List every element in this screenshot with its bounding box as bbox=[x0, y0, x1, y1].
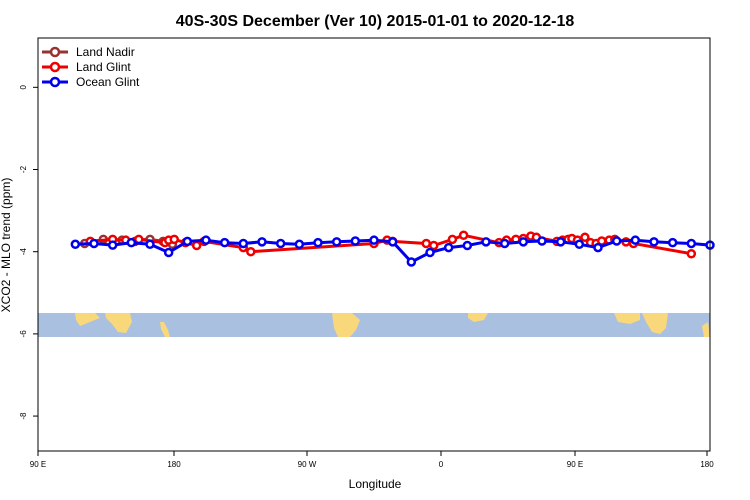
data-point bbox=[686, 238, 697, 249]
x-tick-label: 180 bbox=[167, 460, 181, 469]
y-tick-label: -2 bbox=[19, 165, 28, 173]
data-point bbox=[580, 232, 590, 243]
data-point bbox=[421, 238, 432, 249]
legend-label: Ocean Glint bbox=[76, 75, 140, 89]
data-point bbox=[593, 242, 603, 253]
y-tick-label: 0 bbox=[19, 85, 28, 90]
map-ocean bbox=[38, 313, 710, 337]
plot-frame bbox=[37, 37, 711, 452]
data-point bbox=[275, 238, 286, 249]
data-point bbox=[163, 247, 174, 258]
x-tick-label: 90 E bbox=[567, 460, 583, 469]
legend-label: Land Glint bbox=[76, 60, 131, 74]
data-point bbox=[481, 237, 491, 247]
data-point bbox=[169, 234, 180, 245]
data-point bbox=[369, 235, 379, 245]
legend-swatch-marker bbox=[49, 61, 61, 73]
data-point bbox=[145, 239, 155, 250]
data-point bbox=[458, 230, 469, 241]
map-land bbox=[332, 313, 360, 337]
data-point bbox=[350, 236, 361, 246]
x-tick-label: 90 E bbox=[30, 460, 46, 469]
data-point bbox=[447, 234, 458, 245]
data-point bbox=[425, 247, 435, 258]
x-axis-label: Longitude bbox=[349, 477, 402, 491]
data-point bbox=[630, 235, 641, 245]
map-land bbox=[614, 313, 640, 324]
data-point bbox=[70, 239, 81, 250]
legend-swatch-marker bbox=[49, 46, 61, 58]
data-point bbox=[201, 235, 211, 245]
data-point bbox=[107, 240, 118, 250]
map-land bbox=[160, 322, 170, 337]
data-point bbox=[537, 236, 547, 246]
x-axis: 90 E 180 90 W 0 90 E 180 bbox=[30, 451, 714, 469]
y-axis-label: XCO2 - MLO trend (ppm) bbox=[0, 178, 13, 313]
data-point bbox=[126, 237, 137, 248]
data-point bbox=[191, 240, 202, 251]
data-point bbox=[331, 237, 342, 247]
y-axis: 0 -2 -4 -6 -8 bbox=[19, 85, 38, 420]
data-point bbox=[89, 238, 99, 249]
map-strip bbox=[38, 313, 710, 337]
data-point bbox=[443, 242, 454, 253]
y-tick-label: -6 bbox=[19, 330, 28, 338]
data-point bbox=[499, 238, 510, 249]
map-land bbox=[702, 322, 710, 337]
series-layer bbox=[70, 230, 715, 267]
data-point bbox=[649, 237, 659, 247]
x-tick-label: 0 bbox=[439, 460, 444, 469]
y-tick-label: -8 bbox=[19, 412, 28, 420]
chart-title: 40S-30S December (Ver 10) 2015-01-01 to … bbox=[176, 13, 575, 30]
data-point bbox=[294, 239, 305, 250]
data-point bbox=[257, 237, 267, 247]
map-land bbox=[468, 313, 488, 322]
data-point bbox=[555, 237, 566, 247]
data-point bbox=[219, 237, 230, 248]
series-ocean-glint bbox=[70, 235, 715, 267]
data-point bbox=[686, 248, 697, 259]
x-tick-label: 90 W bbox=[298, 460, 317, 469]
y-tick-label: -4 bbox=[19, 248, 28, 256]
data-point bbox=[667, 237, 678, 248]
data-point bbox=[611, 236, 622, 246]
data-point bbox=[387, 237, 398, 247]
legend-label: Land Nadir bbox=[76, 45, 135, 59]
data-point bbox=[428, 240, 439, 251]
legend-swatch-marker bbox=[49, 76, 61, 88]
data-point bbox=[246, 246, 256, 257]
data-point bbox=[238, 238, 249, 249]
data-point bbox=[462, 240, 473, 251]
data-point bbox=[574, 239, 585, 250]
map-land bbox=[642, 313, 668, 334]
data-point bbox=[406, 257, 417, 267]
map-land bbox=[75, 313, 100, 326]
map-land bbox=[105, 313, 132, 333]
data-point bbox=[182, 236, 193, 247]
data-point bbox=[518, 237, 529, 247]
data-point bbox=[313, 237, 323, 248]
x-tick-label: 180 bbox=[700, 460, 714, 469]
